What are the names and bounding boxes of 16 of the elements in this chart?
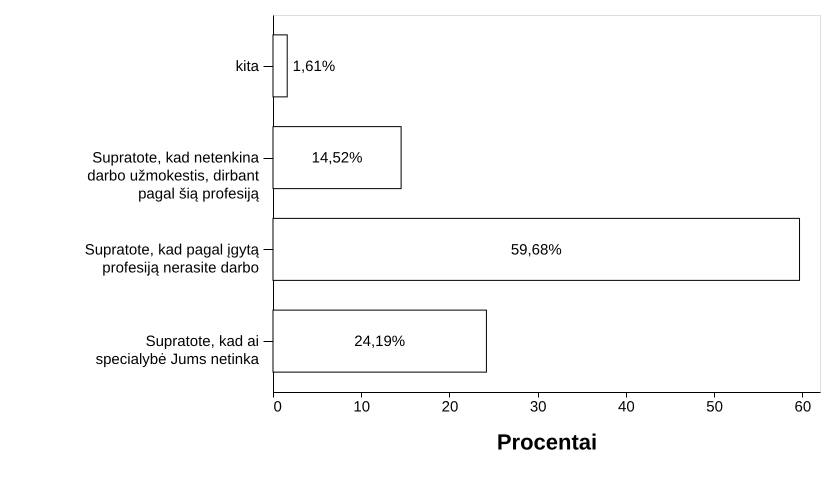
data-label: 59,68%	[510, 241, 562, 258]
x-tick-label: 0	[274, 398, 282, 416]
data-label: 1,61%	[292, 58, 336, 75]
x-tick-label: 40	[618, 398, 635, 416]
y-tick-label: Supratote, kad netenkina darbo užmokestis, dirbant pagal šią profesiją	[87, 150, 260, 203]
x-tick-label: 60	[794, 398, 812, 416]
x-tick-label: 50	[706, 398, 723, 416]
x-tick-label: 10	[353, 398, 370, 416]
data-label: 24,19%	[354, 333, 406, 350]
y-tick-label: Supratote, kad pagal įgytą profesiją nerasite darbo	[84, 241, 260, 276]
data-label: 14,52%	[312, 150, 362, 167]
x-tick-label: 20	[442, 398, 458, 416]
y-tick-label: Supratote, kad ai specialybė Jums netinka	[96, 333, 260, 368]
x-axis-title: Procentai	[496, 430, 598, 454]
x-tick-label: 30	[530, 398, 547, 416]
y-tick-label: kita	[236, 58, 260, 75]
